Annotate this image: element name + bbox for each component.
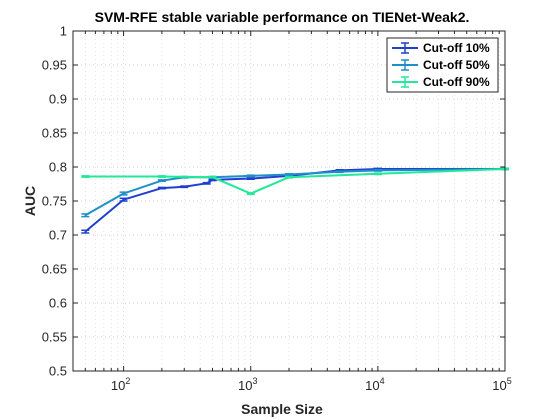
error-bar [119,191,128,196]
x-tick-base: 10 [492,378,506,393]
legend-label: Cut-off 50% [423,58,490,72]
legend-label: Cut-off 10% [423,41,490,55]
y-tick-label: 0.6 [49,296,67,311]
error-bar [285,175,293,179]
error-bar [157,179,166,183]
x-tick-exponent: 4 [380,376,385,386]
y-tick-label: 1 [60,24,67,39]
error-bar [202,181,211,185]
error-bar [180,185,189,189]
error-bar [285,173,293,176]
y-tick-label: 0.5 [49,364,67,379]
y-tick-label: 0.95 [42,58,67,73]
x-tick-label: 104 [365,376,384,393]
x-tick-exponent: 5 [507,376,512,386]
error-bar [157,186,166,190]
x-tick-exponent: 2 [125,376,130,386]
error-bar [373,172,382,176]
legend: Cut-off 10% Cut-off 50% Cut-off 90% [386,37,499,93]
y-tick-label: 0.65 [42,262,67,277]
error-bar [81,213,90,218]
y-tick-label: 0.9 [49,92,67,107]
error-bar [157,175,166,178]
error-bar [246,177,255,180]
x-tick-base: 10 [111,378,125,393]
legend-item: Cut-off 50% [392,58,490,72]
error-bar [208,175,217,179]
x-tick-base: 10 [365,378,379,393]
chart-title: SVM-RFE stable variable performance on T… [95,9,470,25]
error-bar [81,175,90,178]
error-bar [335,170,344,174]
error-bar [373,168,382,172]
legend-label: Cut-off 90% [423,75,490,89]
error-bar [119,197,128,202]
y-tick-label: 0.7 [49,228,67,243]
error-bar [246,174,255,178]
x-tick-label: 103 [238,376,257,393]
y-tick-label: 0.55 [42,330,67,345]
x-tick-label: 102 [111,376,130,393]
y-tick-label: 0.75 [42,194,67,209]
x-tick-base: 10 [238,378,252,393]
y-tick-label: 0.85 [42,126,67,141]
legend-item: Cut-off 10% [392,41,490,55]
series-line [84,168,506,217]
y-tick-label: 0.8 [49,160,67,175]
x-axis-title: Sample Size [241,401,323,417]
legend-item: Cut-off 90% [392,75,490,89]
error-bar [81,229,90,234]
x-tick-label: 105 [492,376,511,393]
error-bar [246,192,255,195]
x-tick-exponent: 3 [252,376,257,386]
y-axis-title: AUC [22,186,38,216]
series-3 [81,167,509,195]
series-layer [81,167,509,234]
